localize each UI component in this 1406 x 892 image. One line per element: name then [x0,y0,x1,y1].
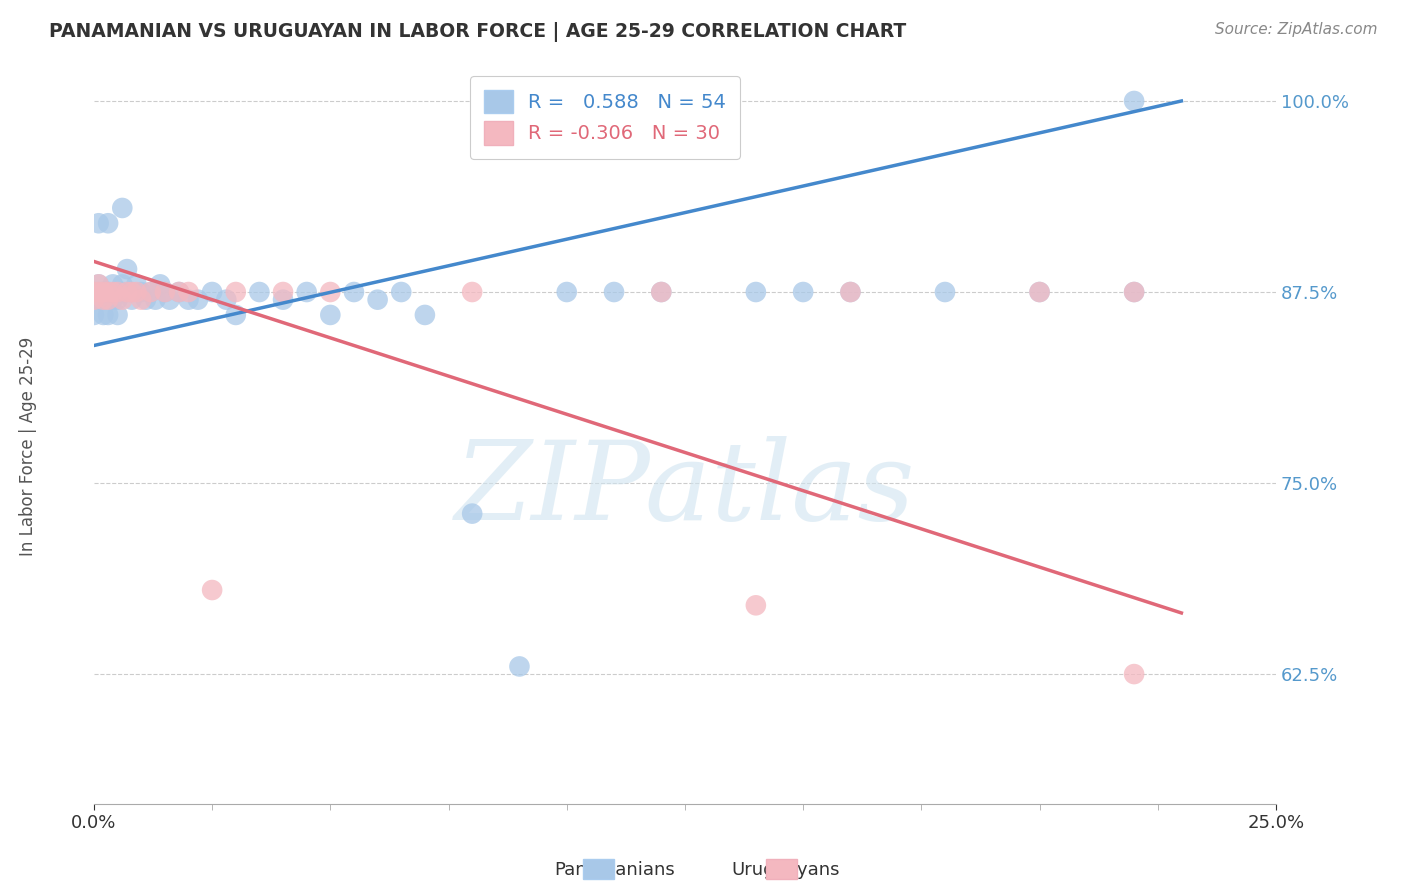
Point [271,285,294,299]
Point [201,285,224,299]
Point [319,285,342,299]
Legend: R =   0.588   N = 54, R = -0.306   N = 30: R = 0.588 N = 54, R = -0.306 N = 30 [470,76,740,159]
Point [745,599,768,613]
Point [97,216,120,230]
Point [121,285,143,299]
Text: Panamanians: Panamanians [554,861,675,879]
Point [139,285,162,299]
Point [1123,285,1146,299]
Point [603,285,626,299]
Point [129,285,152,299]
Point [97,308,120,322]
Point [1028,285,1050,299]
Point [125,285,148,299]
Point [389,285,412,299]
Point [271,293,294,307]
Text: ZIPatlas: ZIPatlas [454,435,915,543]
Point [167,285,190,299]
Point [107,293,129,307]
Point [249,285,271,299]
Point [101,293,124,307]
Point [1123,94,1146,108]
Text: Source: ZipAtlas.com: Source: ZipAtlas.com [1215,22,1378,37]
Point [87,293,110,307]
Point [83,308,105,322]
Point [139,285,162,299]
Point [87,216,110,230]
Point [121,285,143,299]
Point [343,285,366,299]
Point [159,293,181,307]
Point [153,285,176,299]
Point [111,277,134,292]
Point [111,285,134,299]
Point [167,285,190,299]
Point [135,293,157,307]
Point [145,293,167,307]
Point [129,293,152,307]
Point [107,285,129,299]
Point [461,507,484,521]
Point [367,293,389,307]
Point [97,285,120,299]
Point [295,285,318,299]
Point [87,277,110,292]
Point [461,285,484,299]
Point [87,277,110,292]
Point [87,285,110,299]
Point [225,308,247,322]
Point [93,285,115,299]
Point [1123,285,1146,299]
Point [839,285,862,299]
Text: PANAMANIAN VS URUGUAYAN IN LABOR FORCE | AGE 25-29 CORRELATION CHART: PANAMANIAN VS URUGUAYAN IN LABOR FORCE |… [49,22,907,42]
Point [93,293,115,307]
Point [745,285,768,299]
Point [83,293,105,307]
Point [177,293,200,307]
Text: Uruguayans: Uruguayans [731,861,839,879]
Point [225,285,247,299]
Point [83,285,105,299]
Point [839,285,862,299]
Point [650,285,672,299]
Point [153,285,176,299]
Text: In Labor Force | Age 25-29: In Labor Force | Age 25-29 [20,336,37,556]
Point [1028,285,1050,299]
Point [101,285,124,299]
Point [201,582,224,597]
Point [555,285,578,299]
Point [792,285,814,299]
Point [93,308,115,322]
Point [111,293,134,307]
Point [319,308,342,322]
Point [650,285,672,299]
Point [508,659,530,673]
Point [115,262,138,277]
Point [97,285,120,299]
Point [413,308,436,322]
Point [934,285,956,299]
Point [101,277,124,292]
Point [177,285,200,299]
Point [93,285,115,299]
Point [1123,667,1146,681]
Point [125,277,148,292]
Point [149,277,172,292]
Point [111,201,134,215]
Point [115,285,138,299]
Point [187,293,209,307]
Point [83,285,105,299]
Point [215,293,238,307]
Point [121,293,143,307]
Point [107,308,129,322]
Point [97,293,120,307]
